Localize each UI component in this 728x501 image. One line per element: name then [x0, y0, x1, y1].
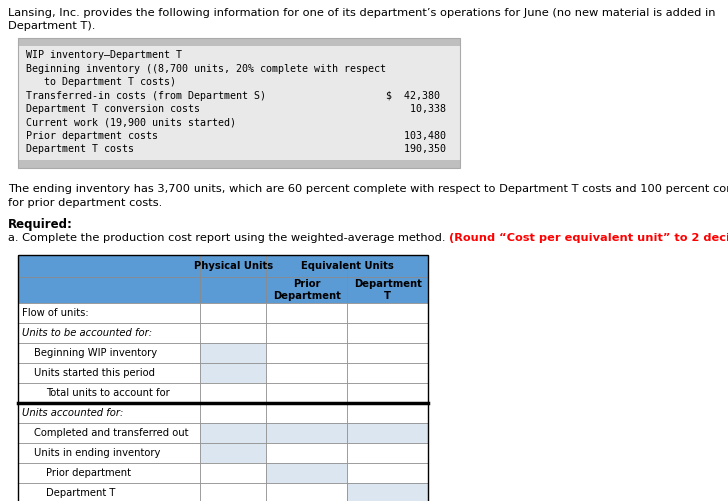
Text: Units to be accounted for:: Units to be accounted for:: [22, 328, 152, 338]
Bar: [200, 255, 266, 277]
Bar: [18, 363, 200, 383]
Bar: [18, 323, 200, 343]
Bar: [18, 443, 200, 463]
Bar: [18, 483, 200, 501]
Bar: [266, 255, 347, 277]
Bar: [347, 483, 428, 501]
Bar: [347, 363, 428, 383]
Text: Equivalent Units: Equivalent Units: [301, 261, 393, 271]
Text: a. Complete the production cost report using the weighted-average method.: a. Complete the production cost report u…: [8, 233, 449, 243]
Text: Total units to account for: Total units to account for: [46, 388, 170, 398]
Text: Transferred-in costs (from Department S)                    $  42,380: Transferred-in costs (from Department S)…: [26, 91, 440, 101]
Bar: [18, 46, 460, 160]
Text: Department T conversion costs                                   10,338: Department T conversion costs 10,338: [26, 104, 446, 114]
Text: Current work (19,900 units started): Current work (19,900 units started): [26, 118, 236, 127]
Bar: [200, 383, 266, 403]
Bar: [347, 463, 428, 483]
Bar: [18, 277, 200, 303]
Bar: [18, 303, 200, 323]
Bar: [347, 303, 428, 323]
Bar: [200, 323, 266, 343]
Bar: [18, 423, 200, 443]
Bar: [200, 423, 266, 443]
Text: Completed and transferred out: Completed and transferred out: [34, 428, 189, 438]
Bar: [200, 363, 266, 383]
Bar: [266, 363, 347, 383]
Bar: [18, 343, 200, 363]
Bar: [200, 443, 266, 463]
Bar: [200, 343, 266, 363]
Bar: [266, 483, 347, 501]
Bar: [18, 383, 200, 403]
Bar: [347, 255, 428, 277]
Bar: [347, 343, 428, 363]
Text: Physical Units: Physical Units: [194, 261, 273, 271]
Bar: [18, 255, 200, 277]
Bar: [266, 343, 347, 363]
Bar: [200, 403, 266, 423]
Text: The ending inventory has 3,700 units, which are 60 percent complete with respect: The ending inventory has 3,700 units, wh…: [8, 184, 728, 194]
Bar: [266, 323, 347, 343]
Text: WIP inventory–Department T: WIP inventory–Department T: [26, 50, 182, 60]
Text: for prior department costs.: for prior department costs.: [8, 198, 162, 208]
Text: Units started this period: Units started this period: [34, 368, 155, 378]
Bar: [347, 443, 428, 463]
Text: Department T costs                                             190,350: Department T costs 190,350: [26, 144, 446, 154]
Bar: [266, 423, 347, 443]
Bar: [347, 383, 428, 403]
Bar: [200, 483, 266, 501]
Bar: [266, 383, 347, 403]
Text: Prior
Department: Prior Department: [273, 279, 341, 301]
Bar: [347, 423, 428, 443]
Bar: [200, 303, 266, 323]
Bar: [18, 38, 460, 168]
Bar: [266, 463, 347, 483]
Text: Beginning WIP inventory: Beginning WIP inventory: [34, 348, 157, 358]
Bar: [266, 277, 347, 303]
Text: (Round “Cost per equivalent unit” to 2 decimal places.): (Round “Cost per equivalent unit” to 2 d…: [449, 233, 728, 243]
Text: Flow of units:: Flow of units:: [22, 308, 89, 318]
Bar: [266, 443, 347, 463]
Text: Lansing, Inc. provides the following information for one of its department’s ope: Lansing, Inc. provides the following inf…: [8, 8, 716, 18]
Text: Department T: Department T: [46, 488, 115, 498]
Bar: [347, 323, 428, 343]
Text: Prior department: Prior department: [46, 468, 131, 478]
Text: Units accounted for:: Units accounted for:: [22, 408, 123, 418]
Text: Units in ending inventory: Units in ending inventory: [34, 448, 160, 458]
Bar: [18, 38, 460, 46]
Text: Department T).: Department T).: [8, 21, 95, 31]
Text: to Department T costs): to Department T costs): [26, 77, 176, 87]
Bar: [266, 303, 347, 323]
Text: Required:: Required:: [8, 218, 73, 231]
Bar: [18, 403, 200, 423]
Bar: [18, 463, 200, 483]
Text: Beginning inventory ((8,700 units, 20% complete with respect: Beginning inventory ((8,700 units, 20% c…: [26, 64, 386, 74]
Bar: [200, 463, 266, 483]
Bar: [18, 160, 460, 168]
Bar: [347, 277, 428, 303]
Text: Prior department costs                                         103,480: Prior department costs 103,480: [26, 131, 446, 141]
Text: Department
T: Department T: [354, 279, 422, 301]
Bar: [200, 277, 266, 303]
Bar: [18, 255, 428, 501]
Bar: [266, 403, 347, 423]
Bar: [347, 403, 428, 423]
